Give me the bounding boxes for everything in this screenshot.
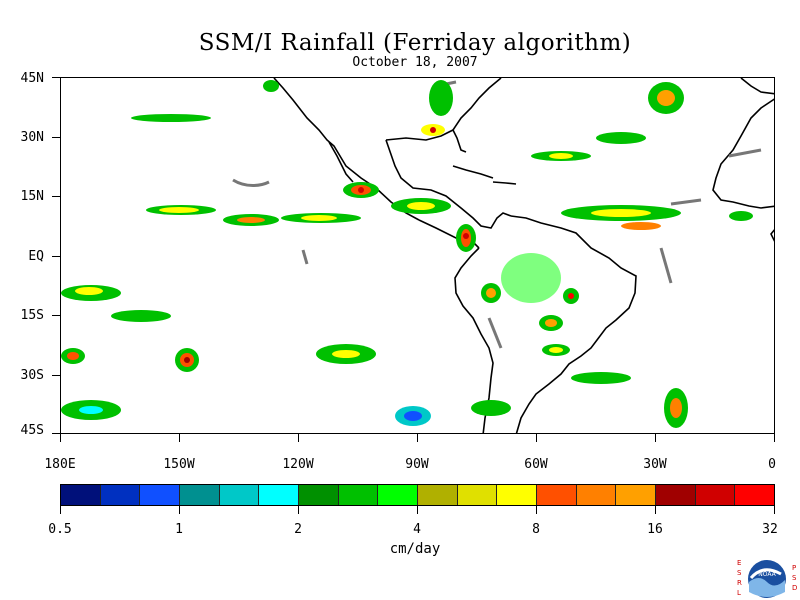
lat-label-45n: 45N xyxy=(20,71,44,86)
colorbar-swatch xyxy=(338,485,379,505)
svg-text:S: S xyxy=(792,574,797,582)
colorbar-swatch xyxy=(378,485,419,505)
lat-label-15s: 15S xyxy=(20,308,44,323)
noaa-logo: E S R L P S D NOAA xyxy=(737,559,797,598)
map-date: October 18, 2007 xyxy=(352,55,478,70)
lon-label-90w: 90W xyxy=(405,457,429,472)
lon-label-30w: 30W xyxy=(643,457,667,472)
lon-tick xyxy=(298,434,299,442)
colorbar-swatch xyxy=(497,485,538,505)
colorbar-swatch xyxy=(537,485,577,505)
svg-text:E: E xyxy=(737,559,741,567)
colorbar-swatch xyxy=(259,485,300,505)
colorbar-swatch xyxy=(457,485,498,505)
esrl-letters: E S R L xyxy=(737,559,742,597)
svg-text:S: S xyxy=(737,569,742,577)
lat-tick xyxy=(52,77,60,78)
colorbar-tick xyxy=(536,506,537,514)
lon-tick xyxy=(60,434,61,442)
lon-label-150w: 150W xyxy=(163,457,195,472)
noaa-logo-text: NOAA xyxy=(758,571,776,578)
colorbar xyxy=(60,484,775,506)
rainfall-map xyxy=(60,77,775,434)
colorbar-tick xyxy=(655,506,656,514)
colorbar-label: 1 xyxy=(175,522,183,537)
colorbar-label: 16 xyxy=(647,522,663,537)
lon-label-180e: 180E xyxy=(44,457,76,472)
lat-tick xyxy=(52,196,60,197)
colorbar-tick xyxy=(417,506,418,514)
lat-label-45s: 45S xyxy=(20,423,44,438)
lat-label-30s: 30S xyxy=(20,368,44,383)
lon-label-120w: 120W xyxy=(282,457,314,472)
colorbar-swatch xyxy=(100,485,141,505)
coastlines xyxy=(273,78,774,433)
colorbar-units: cm/day xyxy=(389,541,441,557)
colorbar-label: 32 xyxy=(762,522,778,537)
colorbar-label: 4 xyxy=(413,522,421,537)
lon-tick xyxy=(536,434,537,442)
lat-tick xyxy=(52,433,60,434)
colorbar-label: 8 xyxy=(532,522,540,537)
lon-tick xyxy=(655,434,656,442)
svg-text:R: R xyxy=(737,579,742,587)
map-title: SSM/I Rainfall (Ferriday algorithm) xyxy=(198,30,632,56)
colorbar-tick xyxy=(298,506,299,514)
psd-letters: P S D xyxy=(792,564,797,592)
colorbar-swatch xyxy=(656,485,696,505)
lat-tick xyxy=(52,256,60,257)
colorbar-swatch xyxy=(299,485,339,505)
colorbar-tick xyxy=(774,506,775,514)
lat-label-eq: EQ xyxy=(28,249,44,264)
rainfall-map-svg xyxy=(61,78,774,433)
rainfall-patches xyxy=(61,80,753,428)
lat-tick xyxy=(52,137,60,138)
lon-tick xyxy=(417,434,418,442)
lon-label-0: 0 xyxy=(768,457,776,472)
colorbar-swatch xyxy=(616,485,657,505)
lon-tick xyxy=(179,434,180,442)
colorbar-swatch xyxy=(695,485,736,505)
colorbar-swatch xyxy=(180,485,220,505)
colorbar-swatch xyxy=(61,485,101,505)
colorbar-swatch xyxy=(418,485,458,505)
lat-label-15n: 15N xyxy=(20,189,44,204)
lat-tick xyxy=(52,315,60,316)
colorbar-tick xyxy=(60,506,61,514)
lat-label-30n: 30N xyxy=(20,130,44,145)
lon-tick xyxy=(774,434,775,442)
svg-text:D: D xyxy=(792,584,797,592)
lat-tick xyxy=(52,375,60,376)
svg-text:P: P xyxy=(792,564,796,572)
colorbar-swatch xyxy=(140,485,181,505)
colorbar-swatch xyxy=(735,485,775,505)
svg-text:L: L xyxy=(737,589,741,597)
colorbar-label: 0.5 xyxy=(48,522,72,537)
colorbar-tick xyxy=(179,506,180,514)
colorbar-label: 2 xyxy=(294,522,302,537)
lon-label-60w: 60W xyxy=(524,457,548,472)
colorbar-swatch xyxy=(219,485,260,505)
colorbar-swatch xyxy=(576,485,617,505)
